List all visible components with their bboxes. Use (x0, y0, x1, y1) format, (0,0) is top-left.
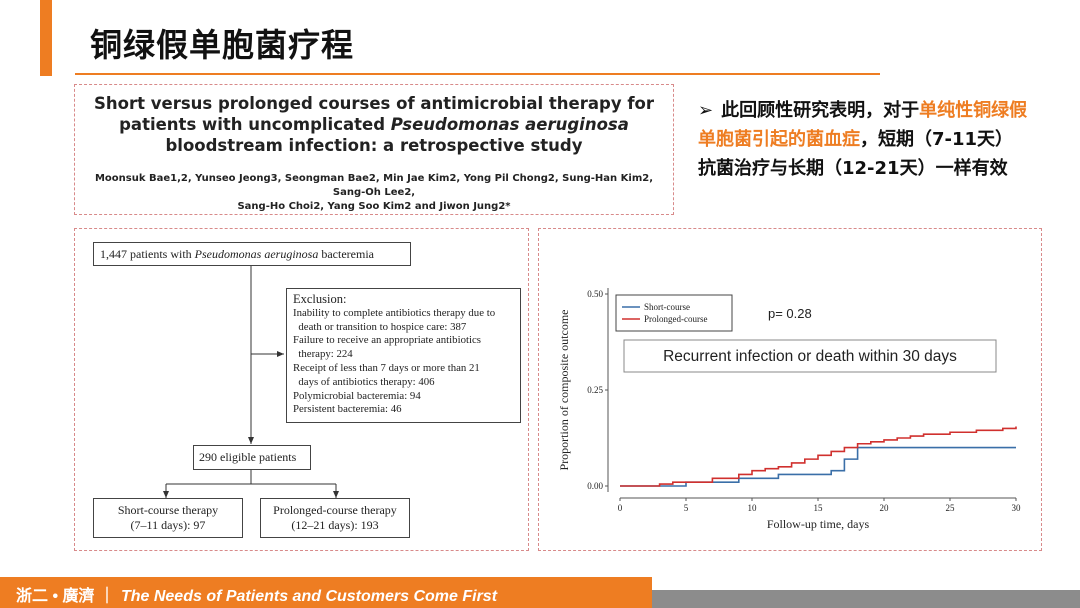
x-tick-label: 0 (618, 503, 623, 513)
chart-title-box (623, 339, 997, 373)
exclusion-item: Persistent bacteremia: 46 (293, 403, 402, 416)
exclusion-item: Receipt of less than 7 days or more than… (293, 361, 480, 374)
flow-eligible-patients: 290 eligible patients (193, 445, 311, 470)
page-title: 铜绿假单胞菌疗程 (90, 26, 355, 64)
x-axis-label: Follow-up time, days (767, 517, 870, 531)
p-value-annotation: p= 0.28 (768, 306, 812, 321)
flowchart-connectors (163, 265, 339, 498)
paper-title: Short versus prolonged courses of antimi… (94, 94, 654, 155)
flow-prolonged-course: Prolonged-course therapy (12–21 days): 1… (260, 498, 410, 538)
flow-total-patients: 1,447 patients with Pseudomonas aerugino… (93, 242, 411, 266)
footer-orange-bar (0, 577, 652, 608)
chart-panel (538, 228, 1042, 551)
exclusion-item: Polymicrobial bacteremia: 94 (293, 389, 421, 402)
exclusion-list: Inability to complete antibiotics therap… (293, 307, 514, 417)
legend-box (615, 294, 733, 332)
footer-text: 浙二 • 廣濟 ｜ The Needs of Patients and Custo… (16, 582, 497, 606)
summary-text: ➢ 此回顾性研究表明，对于单纯性铜绿假单胞菌引起的菌血症，短期（7-11天）抗菌治… (698, 100, 1028, 179)
x-tick-label: 15 (814, 503, 824, 513)
legend-label: Short-course (644, 302, 690, 312)
y-tick-label: 0.25 (587, 385, 603, 395)
legend-label: Prolonged-course (644, 314, 707, 324)
series-line-short-course (620, 446, 1016, 487)
exclusion-item: days of antibiotics therapy: 406 (293, 375, 435, 388)
exclusion-item: therapy: 224 (293, 348, 353, 361)
short-course-label: Short-course therapy (117, 503, 219, 517)
exclusion-item: Inability to complete antibiotics therap… (293, 306, 496, 319)
x-tick-label: 10 (748, 503, 758, 513)
y-tick-label: 0.00 (587, 481, 603, 491)
title-accent-bar (40, 0, 52, 76)
exclusion-item: death or transition to hospice care: 387 (293, 320, 467, 333)
chart-title: Recurrent infection or death within 30 d… (663, 348, 957, 365)
paper-authors: Moonsuk Bae1,2, Yunseo Jeong3, Seongman … (80, 172, 668, 214)
authors-line-1: Moonsuk Bae1,2, Yunseo Jeong3, Seongman … (94, 173, 653, 198)
exclusion-title: Exclusion: (293, 292, 347, 306)
x-tick-label: 5 (684, 503, 689, 513)
exclusion-item: Failure to receive an appropriate antibi… (293, 334, 481, 347)
footer-gray-bar (652, 590, 1080, 608)
x-tick-label: 25 (946, 503, 956, 513)
footer-company: 浙二 • 廣濟 ｜ (16, 588, 115, 605)
flow-short-course: Short-course therapy (7–11 days): 97 (93, 498, 243, 538)
authors-line-2: Sang-Ho Choi2, Yang Soo Kim2 and Jiwon J… (237, 201, 511, 212)
x-tick-label: 30 (1012, 503, 1022, 513)
km-chart: 0.00 0.25 0.50 0 5 10 15 20 25 30 Follow-up time, … (557, 288, 1022, 531)
y-axis-label: Proportion of composite outcome (557, 310, 571, 471)
y-tick-label: 0.50 (587, 289, 603, 299)
title-underline (75, 73, 880, 75)
footer-slogan: The Needs of Patients and Customers Come… (120, 588, 498, 605)
bullet-arrow-icon: ➢ (698, 100, 714, 121)
short-course-count: (7–11 days): 97 (130, 518, 206, 532)
flowchart-panel (74, 228, 529, 551)
x-tick-label: 20 (880, 503, 890, 513)
summary-highlight: 单纯性铜绿假单胞菌引起的菌血症 (698, 100, 1028, 150)
prolonged-course-count: (12–21 days): 193 (291, 518, 379, 532)
series-line-prolonged-course (620, 426, 1017, 487)
paper-citation-box (74, 84, 674, 215)
flow-exclusion-box: Exclusion: Inability to complete antibio… (286, 288, 521, 423)
prolonged-course-label: Prolonged-course therapy (273, 503, 397, 517)
